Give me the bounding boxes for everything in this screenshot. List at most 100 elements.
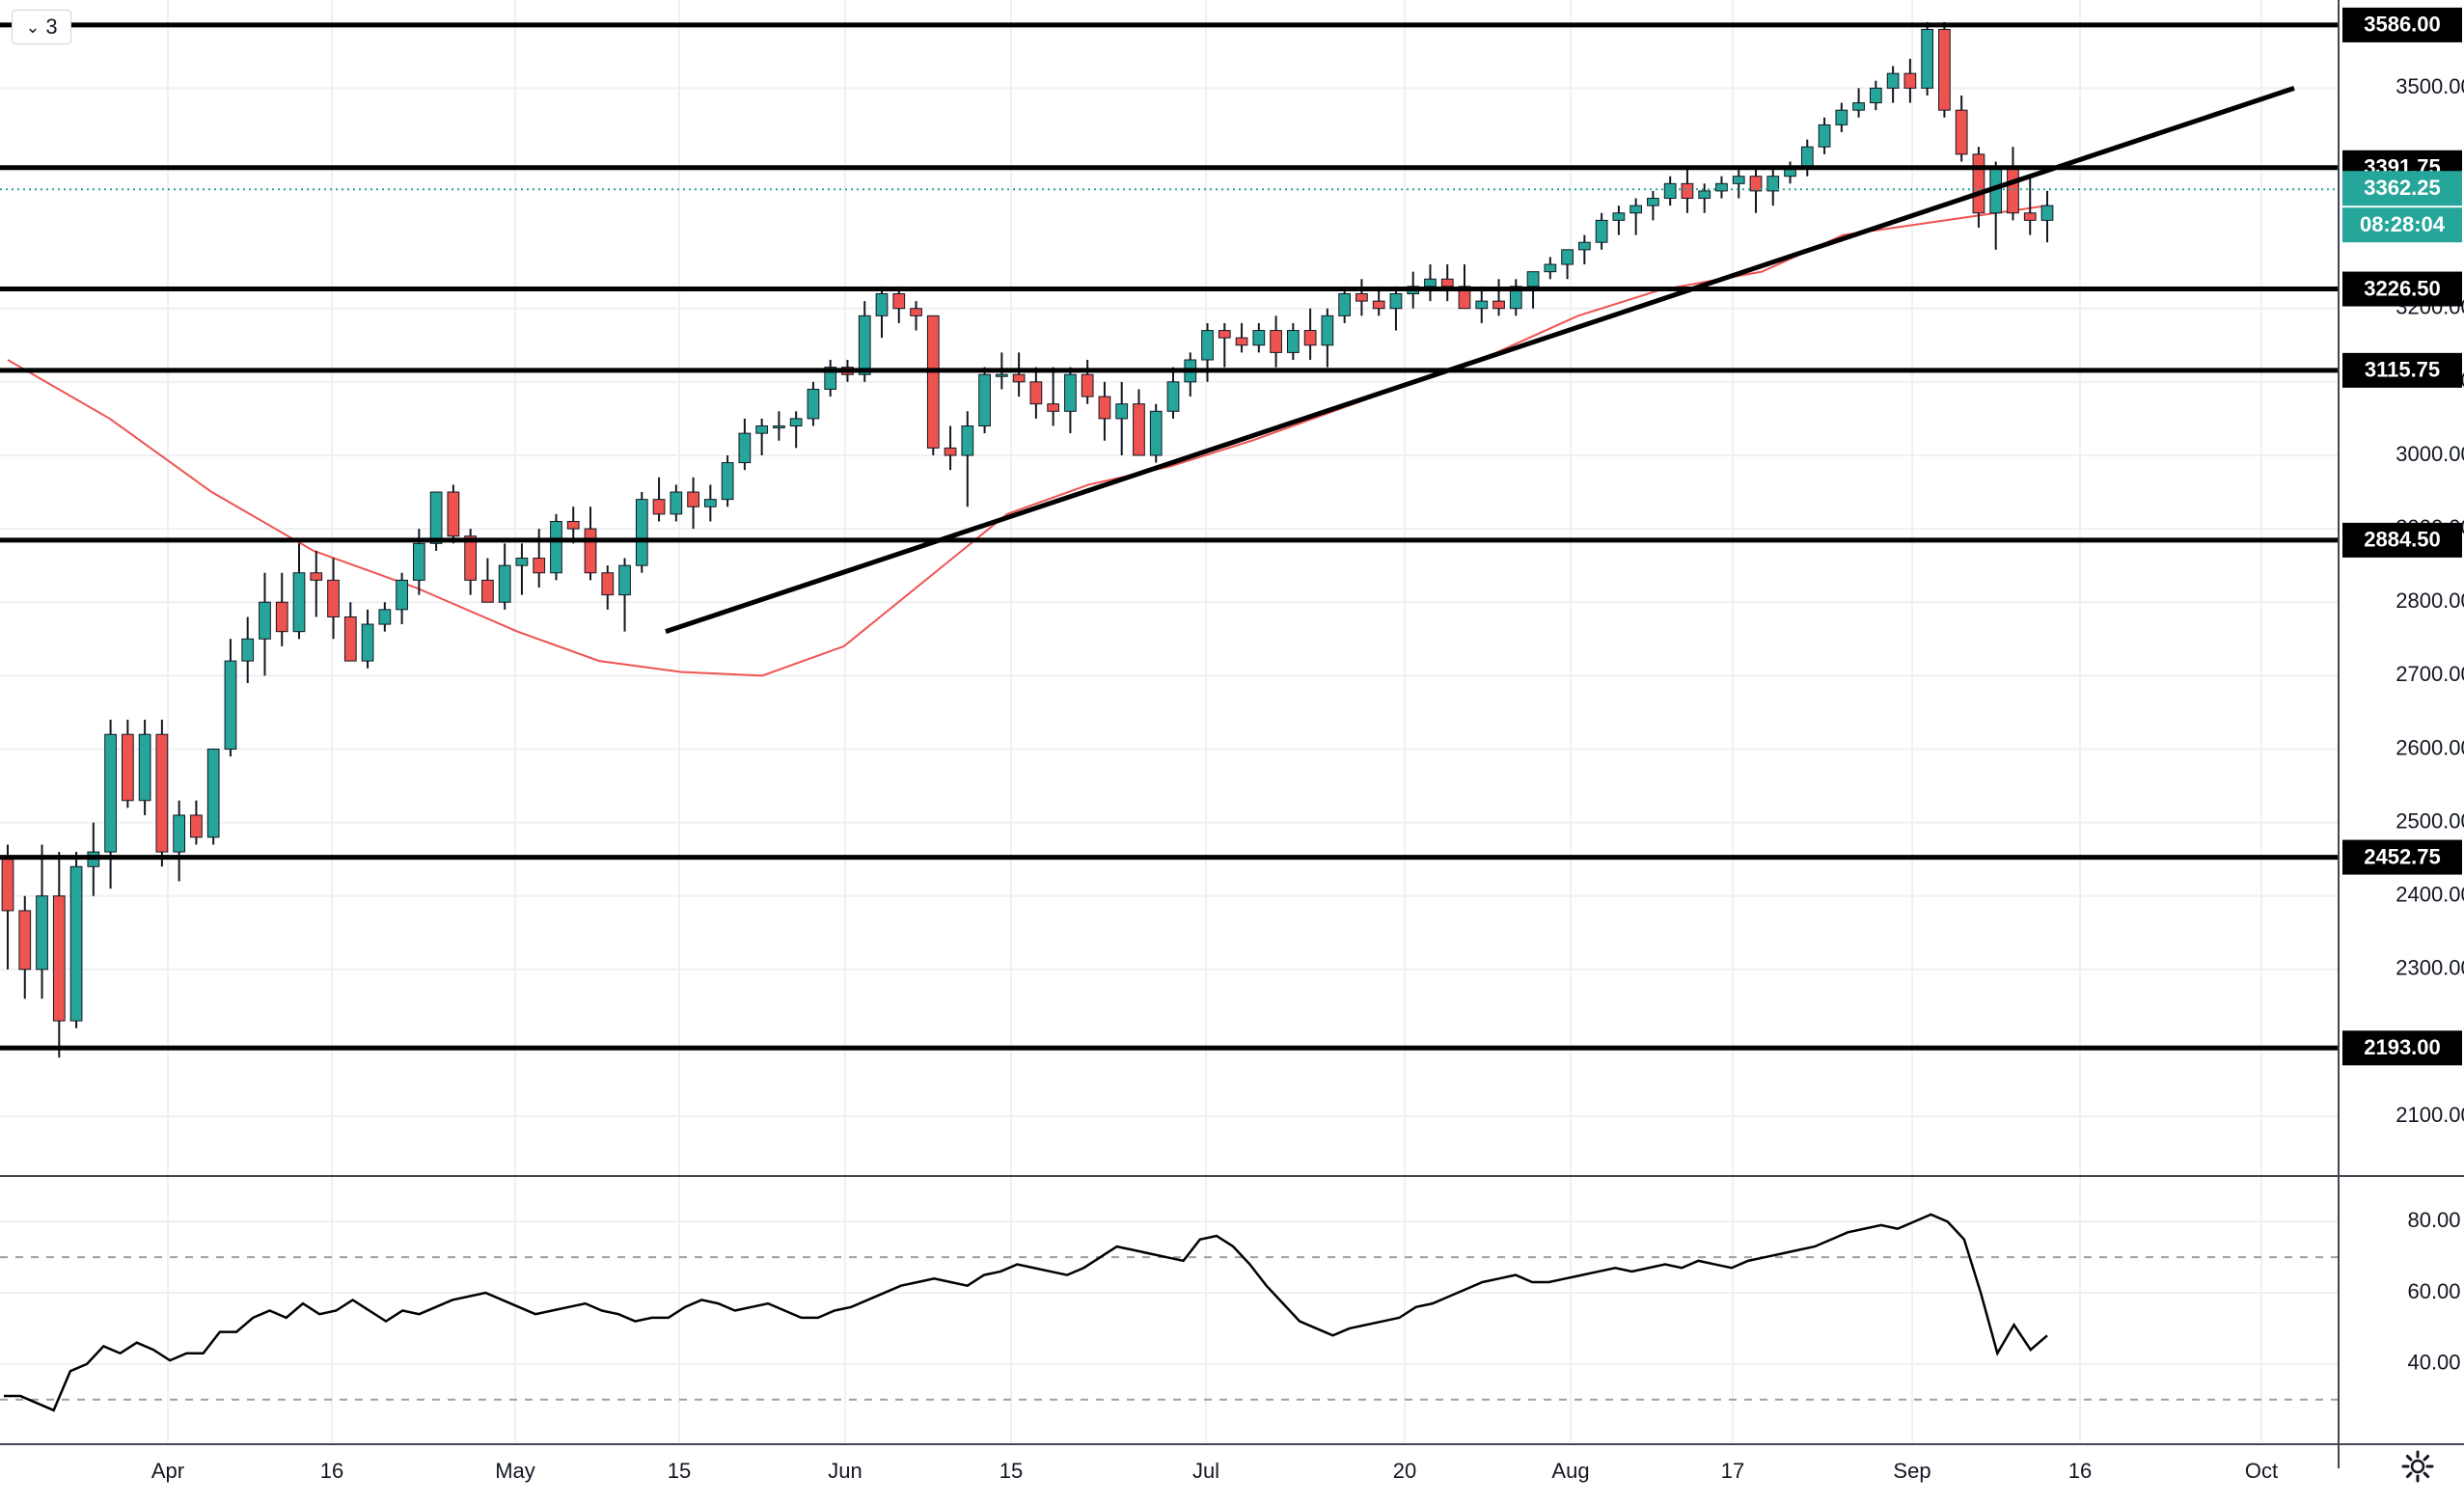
candle-body (327, 579, 340, 617)
candle (1955, 95, 1968, 162)
interval-selector[interactable]: ⌄ 3 (12, 10, 71, 44)
time-tick-label: 16 (320, 1459, 343, 1483)
candle-body (944, 447, 957, 456)
price-tick-label: 2600.00 (2396, 735, 2464, 759)
level-price-tag (2342, 271, 2462, 307)
candle-body (807, 388, 820, 420)
candle (1766, 169, 1780, 206)
candle (1869, 80, 1882, 111)
time-tick-label: 15 (999, 1459, 1023, 1483)
candle-body (755, 425, 769, 434)
candle-body (584, 528, 597, 574)
time-tick-label: Jul (1192, 1459, 1219, 1483)
candle (807, 381, 820, 426)
candle (566, 506, 580, 544)
candle-body (1544, 263, 1557, 273)
candle-body (36, 895, 48, 971)
candle (1629, 198, 1643, 235)
candle (1133, 389, 1145, 456)
candle (1081, 360, 1094, 404)
candle (1424, 264, 1437, 302)
candle (1818, 117, 1831, 154)
candle (327, 558, 340, 640)
candle (584, 506, 597, 581)
price-tick-label: 3500.00 (2396, 74, 2464, 98)
price-axis[interactable]: 3500.003200.003100.003000.002900.002800.… (2338, 0, 2464, 1468)
candle-body (1647, 198, 1659, 206)
candle-body (1303, 330, 1317, 346)
candle-body (1749, 176, 1763, 192)
candle (292, 543, 306, 640)
candle (789, 411, 803, 449)
candle (721, 454, 734, 507)
candle-body (224, 660, 237, 750)
time-tick-label: Aug (1551, 1459, 1589, 1483)
candle-body (926, 315, 940, 449)
candle (618, 558, 631, 632)
candle-body (566, 520, 580, 530)
candle (447, 484, 460, 544)
candle (1286, 322, 1300, 361)
candle-body (241, 638, 255, 662)
candle-body (378, 609, 392, 625)
candle-body (155, 733, 169, 853)
candle (738, 418, 752, 471)
candle (1184, 352, 1197, 397)
candle (310, 550, 323, 617)
candle (1698, 183, 1711, 213)
candle-body (1526, 271, 1540, 287)
candle-body (310, 572, 323, 581)
candle (1577, 234, 1591, 265)
oscillator-line (4, 1213, 2048, 1412)
candle-body (1252, 330, 1266, 346)
candle-body (1218, 330, 1231, 339)
level-price-tag (2342, 839, 2462, 875)
candle (1389, 286, 1403, 331)
candle (138, 720, 151, 815)
candle (601, 565, 615, 610)
oscillator-tick-label: 60.00 (2407, 1279, 2460, 1303)
time-tick-label: Apr (151, 1459, 184, 1483)
candle (2040, 190, 2054, 243)
gear-icon (2401, 1450, 2434, 1483)
candle-body (429, 491, 443, 544)
candle-body (1321, 315, 1334, 346)
candle-body (1098, 396, 1111, 420)
candle-body (892, 293, 906, 310)
candle-body (601, 572, 615, 596)
candle (206, 748, 220, 845)
candle (1561, 249, 1574, 280)
candle (978, 367, 991, 434)
candle-body (121, 733, 134, 802)
settings-gear-icon[interactable] (2400, 1449, 2435, 1484)
candle-body (447, 491, 460, 537)
candle-body (498, 564, 511, 603)
candle-body (1595, 219, 1608, 243)
candle (687, 477, 699, 530)
candle (241, 616, 255, 683)
candle-body (652, 499, 666, 515)
candle-body (1972, 153, 1985, 214)
candle (1064, 367, 1077, 434)
candle (1647, 190, 1659, 221)
candle (36, 844, 48, 999)
candle-body (738, 432, 752, 464)
price-tick-label: 3000.00 (2396, 442, 2464, 466)
candle-body (533, 558, 546, 574)
candle (275, 572, 288, 646)
candle-body (1235, 337, 1248, 346)
candle (52, 852, 66, 1058)
candle-body (1081, 373, 1094, 397)
candle (1166, 367, 1180, 419)
moving-average-line (7, 205, 2048, 677)
candle (533, 529, 546, 588)
candle (550, 513, 562, 581)
candle-body (275, 601, 288, 633)
candle-body (1270, 330, 1282, 353)
candle-body (1732, 176, 1745, 184)
candle-body (1372, 300, 1385, 310)
candle (1012, 352, 1026, 397)
candle-body (789, 418, 803, 427)
time-axis[interactable]: Apr 16 May 15 Jun 15 Jul 20 Aug 17 Sep 16 Oct (0, 1443, 2464, 1483)
